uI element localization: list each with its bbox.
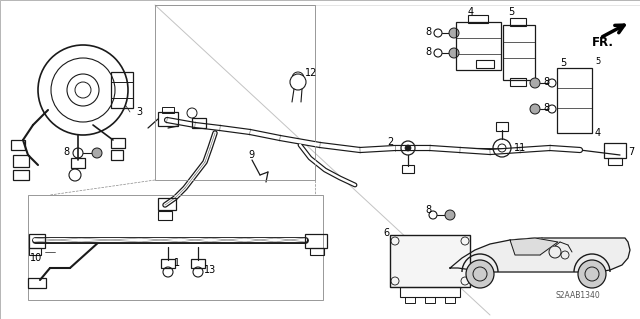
Text: 8: 8 — [426, 47, 432, 57]
Text: 9: 9 — [248, 150, 254, 160]
Text: 6: 6 — [383, 228, 389, 238]
Bar — [192, 118, 206, 128]
Bar — [557, 68, 592, 133]
Circle shape — [530, 78, 540, 88]
Bar — [29, 234, 45, 248]
Bar — [155, 5, 315, 180]
Bar — [158, 112, 178, 126]
Text: 2: 2 — [388, 137, 394, 147]
Text: 5: 5 — [560, 58, 566, 68]
Circle shape — [449, 48, 459, 58]
Bar — [13, 170, 29, 180]
Text: 11: 11 — [514, 143, 526, 153]
Bar — [400, 287, 460, 297]
Bar — [158, 198, 176, 210]
Polygon shape — [450, 238, 630, 272]
Text: 4: 4 — [468, 7, 474, 17]
Text: 13: 13 — [204, 265, 216, 275]
Bar — [510, 78, 526, 86]
Bar — [510, 18, 526, 26]
Bar — [29, 248, 41, 255]
Bar — [445, 297, 455, 303]
Text: 12: 12 — [305, 68, 317, 78]
Bar — [468, 15, 488, 23]
Text: 10: 10 — [30, 253, 42, 263]
Bar — [111, 138, 125, 148]
Bar — [310, 248, 324, 255]
Text: 8: 8 — [64, 147, 70, 157]
Text: 8: 8 — [426, 27, 432, 37]
Bar — [604, 143, 626, 158]
Text: 8: 8 — [425, 205, 431, 215]
Text: 3: 3 — [136, 107, 142, 117]
Bar — [608, 158, 622, 165]
Text: 4: 4 — [595, 128, 601, 138]
Bar — [456, 22, 501, 70]
Polygon shape — [510, 238, 558, 255]
Bar — [305, 234, 327, 248]
Bar — [476, 60, 494, 68]
Text: 5: 5 — [595, 57, 600, 66]
Bar — [191, 259, 205, 268]
Circle shape — [466, 260, 494, 288]
Bar — [111, 72, 133, 108]
Circle shape — [92, 148, 102, 158]
Text: FR.: FR. — [592, 35, 614, 48]
Bar — [405, 297, 415, 303]
Bar — [28, 278, 46, 288]
Bar — [71, 158, 85, 168]
Bar — [13, 155, 29, 167]
Bar — [496, 122, 508, 131]
Bar — [503, 25, 535, 80]
Circle shape — [578, 260, 606, 288]
Circle shape — [530, 104, 540, 114]
Bar — [162, 107, 174, 113]
Bar — [161, 259, 175, 268]
Text: S2AAB1340: S2AAB1340 — [555, 291, 600, 300]
Bar — [11, 140, 25, 150]
Bar — [28, 195, 323, 300]
Text: 5: 5 — [508, 7, 515, 17]
Circle shape — [445, 210, 455, 220]
Bar — [402, 165, 414, 173]
Text: 8: 8 — [543, 103, 549, 113]
Text: 8: 8 — [543, 77, 549, 87]
Bar — [425, 297, 435, 303]
Circle shape — [449, 28, 459, 38]
Bar — [158, 211, 172, 220]
Bar — [111, 150, 123, 160]
Text: 1: 1 — [174, 258, 180, 268]
Bar — [390, 235, 470, 287]
Circle shape — [405, 145, 411, 151]
Text: 7: 7 — [628, 147, 634, 157]
